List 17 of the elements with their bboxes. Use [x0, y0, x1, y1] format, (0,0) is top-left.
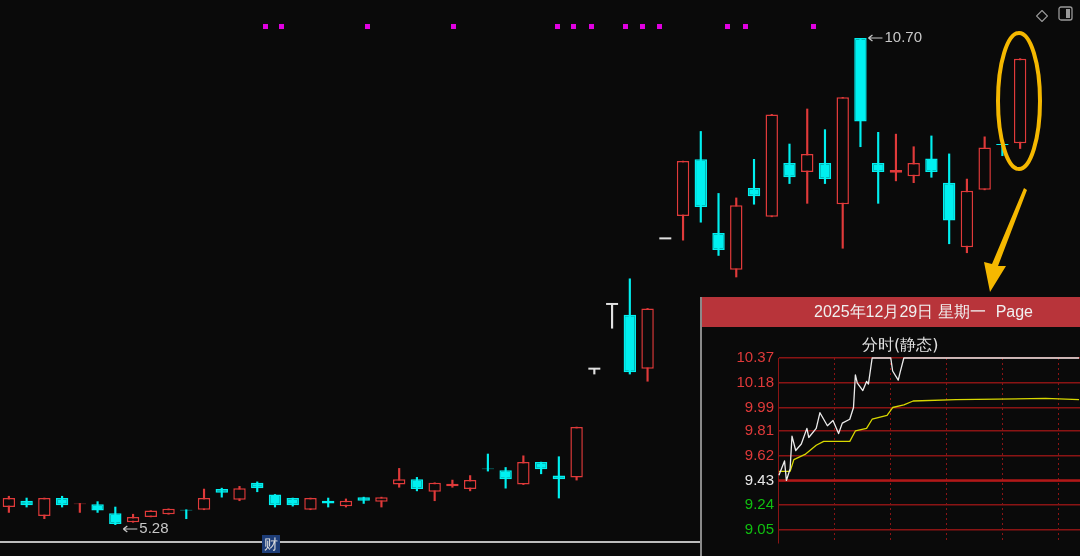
- candlestick: [925, 135, 938, 178]
- text: 财: [262, 535, 280, 553]
- annotation: 5.28: [139, 519, 169, 537]
- annotation: Page: [995, 303, 1034, 321]
- y-tick-label: 9.99: [744, 397, 774, 415]
- y-tick-label: 9.43: [744, 470, 774, 488]
- y-tick-label: 9.81: [744, 421, 774, 439]
- candlestick: [712, 193, 725, 256]
- chart-title: 2025年12月29日 星期一: [814, 301, 986, 322]
- candlestick: [783, 143, 796, 184]
- y-tick-label: 9.05: [744, 520, 774, 538]
- y-tick-label: 10.18: [736, 372, 774, 390]
- y-tick-label: 10.37: [736, 348, 774, 366]
- y-tick-label: 9.62: [744, 445, 774, 463]
- chart-subtitle: 分时(静态): [862, 335, 939, 356]
- annotation: 10.70: [884, 28, 922, 46]
- y-tick-label: 9.24: [744, 495, 774, 513]
